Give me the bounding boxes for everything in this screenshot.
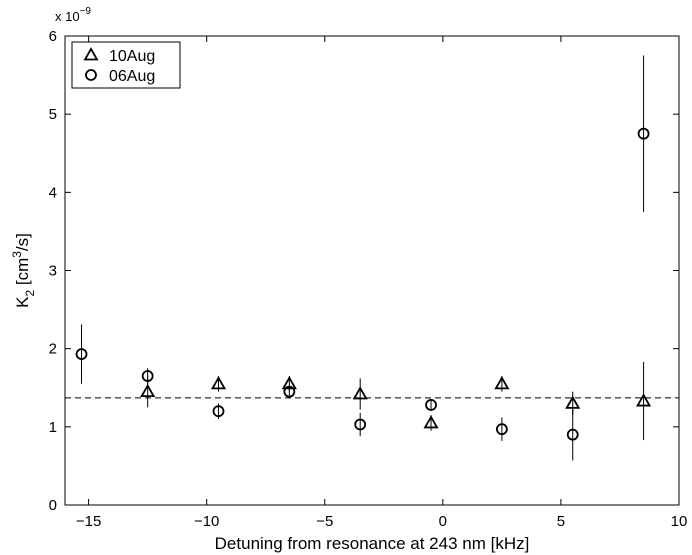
data-point-triangle [140,383,156,398]
y-tick-label: 5 [49,106,57,123]
data-point-circle [637,127,650,140]
data-point-triangle [423,415,439,429]
x-tick-label: 0 [439,513,447,530]
data-point-triangle [352,386,368,400]
data-point-triangle [210,376,227,390]
legend-label: 06Aug [109,68,155,85]
data-point-triangle [565,395,581,409]
legend-item: 06Aug [85,68,155,85]
x-tick-label: 5 [557,513,565,530]
y-tick-label: 6 [49,28,57,45]
plot-area [65,55,679,461]
data-point-circle [283,385,296,398]
y-tick-label: 0 [49,497,57,514]
x-tick-label: −10 [194,513,219,530]
y-label-main: K [13,296,32,308]
y-tick-label: 3 [49,263,57,280]
legend-item: 10Aug [83,47,155,65]
y-axis-multiplier: x 10−9 [55,6,91,24]
y-label-unit-open: [cm [13,258,32,290]
data-point-circle [212,405,225,418]
x-axis-label: Detuning from resonance at 243 nm [kHz] [215,534,530,553]
data-point-circle [354,418,367,431]
data-point-circle [566,428,579,441]
data-point-triangle [636,393,652,407]
y-multiplier-exponent: −9 [80,6,92,17]
x-tick-label: −15 [76,513,101,530]
legend-label: 10Aug [109,48,155,65]
legend-marker-triangle [83,47,99,61]
y-label-subscript: 2 [23,290,37,297]
x-tick-label: −5 [316,513,333,530]
y-label-unit-superscript: 3 [10,251,24,258]
data-point-triangle [494,376,510,390]
data-point-circle [495,423,508,436]
axis-ticks: −15 −10 −5 0 5 10 0 1 2 3 4 5 6 [49,28,688,530]
y-tick-label: 4 [49,184,57,201]
series-06Aug [75,55,650,461]
legend: 10Aug 06Aug [71,41,181,89]
data-point-circle [425,399,437,411]
x-tick-label: 10 [671,513,688,530]
y-tick-label: 1 [49,419,57,436]
data-point-circle [141,370,154,382]
y-label-unit-close: /s] [13,233,32,251]
y-axis-label: K2 [cm3/s] [10,233,37,308]
y-tick-label: 2 [49,341,57,358]
data-point-circle [75,348,88,361]
legend-marker-circle [85,69,97,81]
series-10Aug [140,361,652,441]
y-multiplier-base: x 10 [55,9,80,24]
